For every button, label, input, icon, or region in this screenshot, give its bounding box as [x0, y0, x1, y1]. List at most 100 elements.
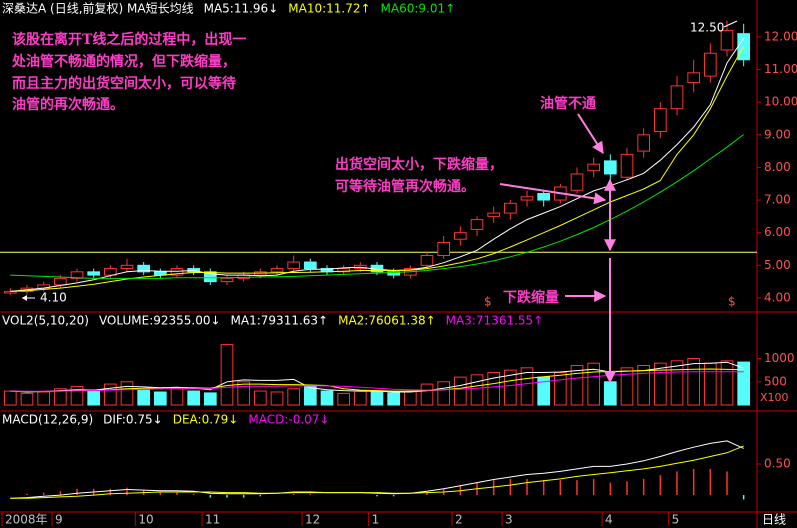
candle-body: [720, 29, 734, 51]
volume-bar: [520, 367, 534, 406]
annotation: 该股在离开T线之后的过程中，出现一: [12, 31, 246, 48]
indicator-line: [10, 134, 745, 279]
candle-body: [387, 271, 401, 276]
legend-entry: VOL2(5,10,20): [2, 314, 89, 328]
volume-bar: [320, 390, 334, 406]
candle-body: [270, 268, 284, 273]
low-label: 4.10: [40, 291, 67, 305]
candle-body: [654, 108, 667, 133]
x-tick-label: 2008年: [5, 513, 48, 527]
unit-label: X100: [760, 391, 789, 404]
volume-bar: [304, 385, 317, 406]
volume-bar: [604, 381, 617, 406]
annotation: 处油管不畅通的情况，但下跌缩量，: [11, 53, 236, 70]
y-tick-label: 9.00: [764, 127, 791, 141]
legend-entry: DIF:0.75↓: [103, 413, 163, 427]
volume-bar: [254, 390, 267, 406]
candle-body: [170, 268, 184, 276]
indicator-line: [10, 37, 745, 292]
y-tick-label: 10.00: [764, 95, 797, 109]
y-tick-label: 0.50: [764, 456, 791, 470]
y-tick-label: 6.00: [764, 225, 791, 239]
legend-entry: MACD:-0.07↓: [248, 413, 329, 427]
candle-body: [704, 52, 717, 77]
legend-entry: MA10:11.72↑: [288, 2, 370, 16]
volume-bar: [420, 383, 434, 406]
volume-bar: [4, 390, 17, 406]
y-tick-label: 7.00: [764, 193, 791, 207]
candle-body: [337, 268, 351, 273]
volume-bar: [154, 391, 167, 406]
high-label: 12.50: [690, 21, 724, 35]
x-tick-label: 12: [305, 513, 320, 527]
legend-entry: MACD(12,26,9): [2, 413, 93, 427]
y-tick-label: 12.00: [764, 29, 797, 43]
y-tick-label: 500: [764, 374, 787, 388]
candle-body: [120, 264, 134, 270]
annotation: 而且主力的出货空间太小，可以等待: [12, 75, 236, 92]
indicator-line: [10, 361, 744, 393]
annotation: 可等待油管再次畅通。: [335, 178, 475, 195]
candle-body: [204, 271, 217, 283]
volume-bar: [220, 344, 234, 406]
candle-body: [87, 271, 101, 276]
candle-body: [287, 261, 301, 270]
arrow: [577, 113, 604, 155]
arrow: [499, 183, 607, 205]
legend-entry: DEA:0.79↓: [173, 413, 239, 427]
y-tick-label: 5.00: [764, 258, 791, 272]
volume-bar: [670, 360, 684, 406]
candle-body: [137, 264, 150, 273]
volume-bar: [237, 381, 250, 406]
x-tick-label: 5: [672, 513, 680, 527]
candle-body: [504, 202, 517, 214]
indicator-line: [10, 440, 744, 499]
candle-body: [637, 134, 650, 152]
x-tick-label: 10: [138, 513, 153, 527]
candle-body: [604, 160, 617, 175]
candle-body: [70, 271, 84, 279]
candle-body: [220, 277, 234, 283]
volume-bar: [204, 392, 217, 406]
legend-entry: VOLUME:92355.00↓: [99, 314, 221, 328]
volume-bar: [637, 365, 650, 406]
pointer-head: [22, 295, 27, 301]
candle-body: [454, 232, 467, 240]
legend-entry: MA3:71361.55↑: [446, 314, 544, 328]
volume-bar: [370, 391, 384, 406]
candle-body: [304, 261, 317, 270]
volume-bar: [270, 391, 284, 406]
volume-bar: [587, 362, 600, 406]
period-label: 日线: [762, 513, 786, 527]
legend-entry: MA1:79311.63↑: [231, 314, 329, 328]
y-tick-label: 1000: [764, 351, 795, 365]
annotation: 下跌缩量: [503, 289, 559, 306]
candle-body: [587, 163, 600, 172]
volume-bar: [487, 371, 501, 406]
y-tick-label: 8.00: [764, 160, 791, 174]
volume-bar: [187, 390, 200, 406]
volume-bar: [404, 390, 417, 406]
x-tick-label: 2: [455, 513, 463, 527]
y-tick-label: 4.00: [764, 290, 791, 304]
legend-entry: MA2:76061.38↑: [338, 314, 436, 328]
x-tick-label: 9: [55, 513, 63, 527]
candle-body: [620, 153, 634, 178]
volume-bar: [287, 388, 301, 406]
volume-bar: [437, 381, 451, 406]
y-tick-label: 11.00: [764, 62, 797, 76]
volume-bar: [137, 389, 150, 406]
candle-body: [104, 268, 117, 276]
x-tick-label: 11: [205, 513, 220, 527]
signal: $: [728, 295, 736, 309]
signal: $: [484, 295, 492, 309]
candle-body: [420, 255, 434, 266]
legend-entry: MA5:11.96↓: [204, 2, 279, 16]
x-tick-label: 3: [505, 513, 513, 527]
volume-bar: [104, 383, 117, 406]
x-tick-label: 4: [605, 513, 613, 527]
volume-bar: [20, 392, 34, 406]
volume-bar: [737, 361, 750, 406]
volume-bar: [54, 388, 67, 406]
